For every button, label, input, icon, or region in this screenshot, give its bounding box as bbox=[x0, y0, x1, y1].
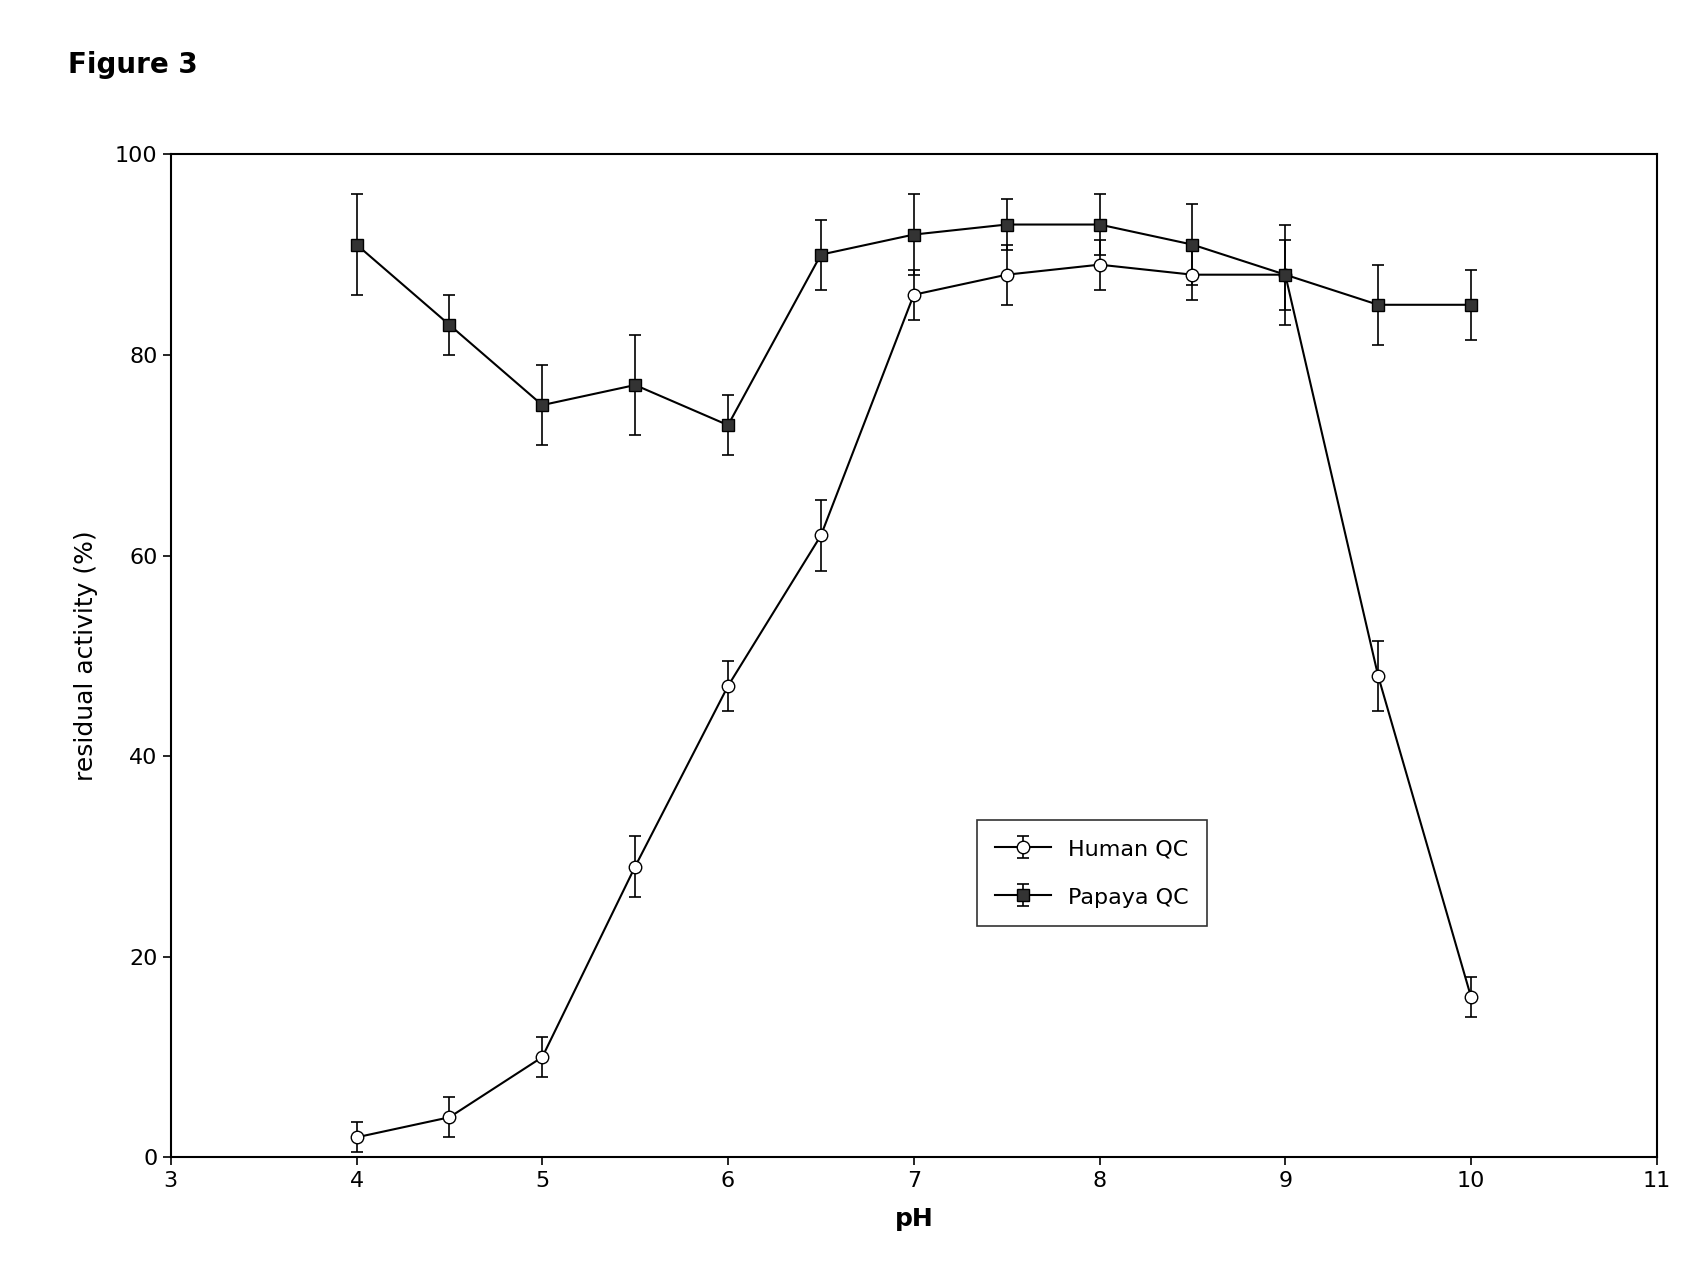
X-axis label: pH: pH bbox=[894, 1208, 932, 1231]
Legend: Human QC, Papaya QC: Human QC, Papaya QC bbox=[976, 820, 1207, 926]
Y-axis label: residual activity (%): residual activity (%) bbox=[75, 531, 99, 781]
Text: Figure 3: Figure 3 bbox=[68, 51, 198, 80]
